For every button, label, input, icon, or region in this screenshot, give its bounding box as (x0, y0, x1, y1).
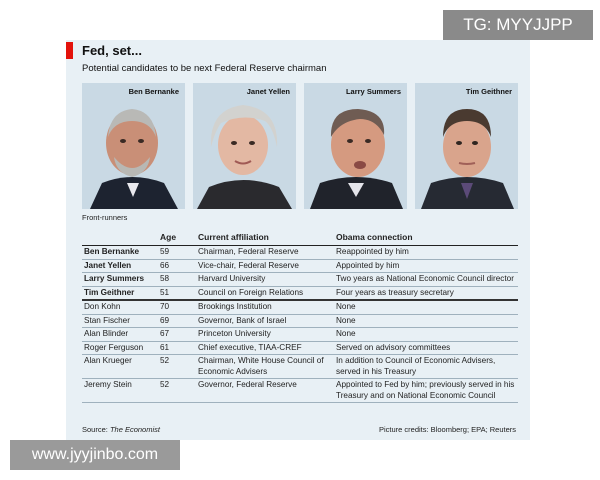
column-header: Current affiliation (196, 230, 334, 246)
name-cell: Tim Geithner (82, 286, 158, 301)
photo-label: Ben Bernanke (128, 87, 179, 96)
connection-cell: Appointed to Fed by him; previously serv… (334, 378, 518, 403)
photo-ben-bernanke: Ben Bernanke (82, 83, 185, 209)
photo-tim-geithner: Tim Geithner (415, 83, 518, 209)
column-header: Age (158, 230, 196, 246)
name-cell: Alan Krueger (82, 354, 158, 379)
age-cell: 52 (158, 354, 196, 379)
table-row: Alan Krueger 52 Chairman, White House Co… (82, 354, 518, 379)
connection-cell: Two years as National Economic Council d… (334, 272, 518, 287)
photo-label: Larry Summers (345, 87, 401, 96)
affiliation-cell: Brookings Institution (196, 300, 334, 315)
photo-janet-yellen: Janet Yellen (193, 83, 296, 209)
affiliation-cell: Vice-chair, Federal Reserve (196, 259, 334, 273)
age-cell: 59 (158, 245, 196, 260)
source-name: The Economist (109, 425, 160, 434)
connection-cell: None (334, 327, 518, 342)
table-row: Janet Yellen 66 Vice-chair, Federal Rese… (82, 259, 518, 273)
name-cell: Stan Fischer (82, 314, 158, 328)
accent-bar (66, 42, 73, 59)
connection-cell: Served on advisory committees (334, 341, 518, 355)
age-cell: 61 (158, 341, 196, 355)
name-cell: Jeremy Stein (82, 378, 158, 403)
name-cell: Larry Summers (82, 272, 158, 287)
portrait-icon (193, 83, 296, 209)
age-cell: 52 (158, 378, 196, 403)
page-title: Fed, set... (82, 43, 142, 58)
name-cell: Alan Blinder (82, 327, 158, 342)
affiliation-cell: Chairman, Federal Reserve (196, 245, 334, 260)
connection-cell: In addition to Council of Economic Advis… (334, 354, 518, 379)
front-runners-label: Front-runners (82, 213, 128, 222)
photo-larry-summers: Larry Summers (304, 83, 407, 209)
age-cell: 67 (158, 327, 196, 342)
photo-label: Tim Geithner (465, 87, 512, 96)
connection-cell: Reappointed by him (334, 245, 518, 260)
connection-cell: Four years as treasury secretary (334, 286, 518, 301)
age-cell: 58 (158, 272, 196, 287)
source-line: Source: The Economist (82, 425, 160, 434)
age-cell: 69 (158, 314, 196, 328)
table-row: Roger Ferguson 61 Chief executive, TIAA-… (82, 341, 518, 355)
picture-credits: Picture credits: Bloomberg; EPA; Reuters (379, 425, 516, 434)
affiliation-cell: Chairman, White House Council of Economi… (196, 354, 334, 379)
table-row: Tim Geithner 51 Council on Foreign Relat… (82, 286, 518, 301)
age-cell: 66 (158, 259, 196, 273)
table-row: Ben Bernanke 59 Chairman, Federal Reserv… (82, 245, 518, 260)
candidates-table: Age Current affiliation Obama connection… (82, 230, 518, 403)
column-header (82, 230, 158, 246)
table-row: Jeremy Stein 52 Governor, Federal Reserv… (82, 378, 518, 403)
affiliation-cell: Governor, Bank of Israel (196, 314, 334, 328)
table-row: Larry Summers 58 Harvard University Two … (82, 272, 518, 287)
name-cell: Roger Ferguson (82, 341, 158, 355)
name-cell: Don Kohn (82, 300, 158, 315)
portrait-icon (82, 83, 185, 209)
page-subtitle: Potential candidates to be next Federal … (82, 63, 327, 74)
connection-cell: None (334, 314, 518, 328)
connection-cell: Appointed by him (334, 259, 518, 273)
table-row: Don Kohn 70 Brookings Institution None (82, 300, 518, 315)
photo-label: Janet Yellen (246, 87, 290, 96)
affiliation-cell: Princeton University (196, 327, 334, 342)
affiliation-cell: Harvard University (196, 272, 334, 287)
affiliation-cell: Council on Foreign Relations (196, 286, 334, 301)
table-header-row: Age Current affiliation Obama connection (82, 230, 518, 246)
name-cell: Janet Yellen (82, 259, 158, 273)
affiliation-cell: Chief executive, TIAA-CREF (196, 341, 334, 355)
portrait-icon (415, 83, 518, 209)
age-cell: 51 (158, 286, 196, 301)
source-prefix: Source: (82, 425, 110, 434)
affiliation-cell: Governor, Federal Reserve (196, 378, 334, 403)
age-cell: 70 (158, 300, 196, 315)
name-cell: Ben Bernanke (82, 245, 158, 260)
watermark-bottom: www.jyyjinbo.com (10, 440, 180, 470)
watermark-top: TG: MYYJJPP (443, 10, 593, 40)
table-row: Alan Blinder 67 Princeton University Non… (82, 327, 518, 342)
portrait-icon (304, 83, 407, 209)
table-row: Stan Fischer 69 Governor, Bank of Israel… (82, 314, 518, 328)
column-header: Obama connection (334, 230, 518, 246)
connection-cell: None (334, 300, 518, 315)
